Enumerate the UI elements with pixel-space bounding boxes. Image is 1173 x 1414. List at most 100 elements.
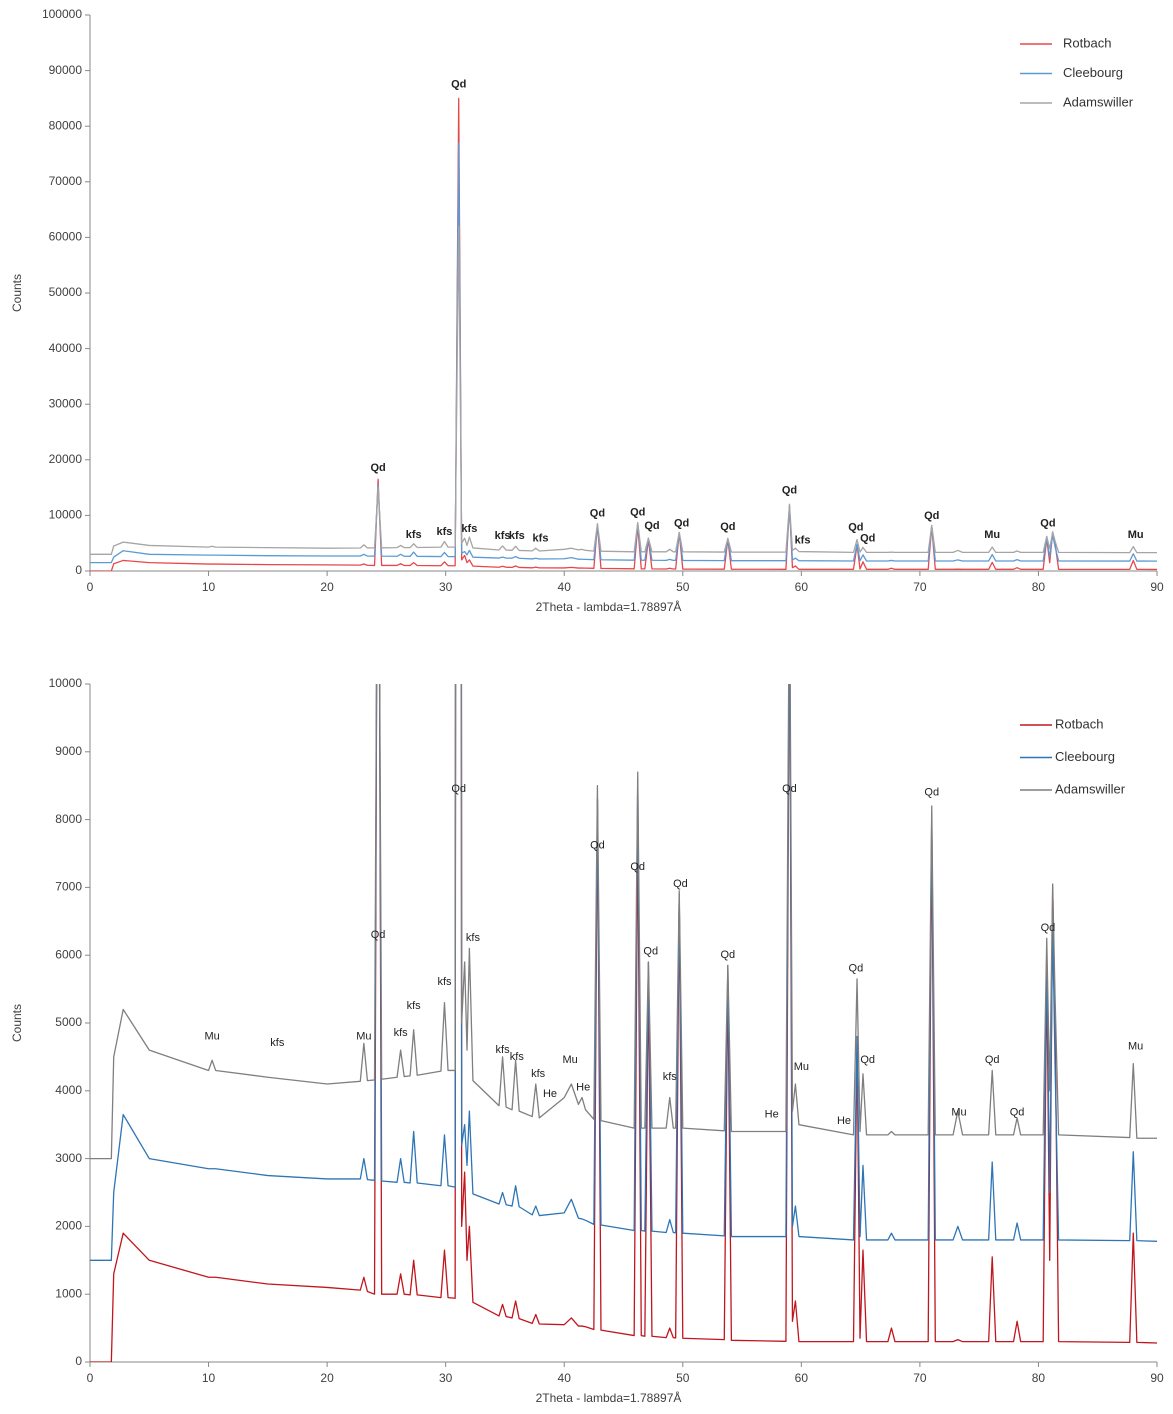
peak-label: kfs	[437, 526, 453, 538]
peak-label: Qd	[1041, 922, 1056, 934]
peak-label: Qd	[1040, 518, 1055, 530]
peak-label: Qd	[720, 949, 735, 961]
peak-label: Qd	[451, 783, 466, 795]
peak-label: Mu	[951, 1106, 966, 1118]
peak-label: He	[543, 1088, 557, 1100]
peak-label: kfs	[466, 932, 481, 944]
peak-label: Qd	[673, 878, 688, 890]
plot-area	[90, 97, 1157, 571]
peak-label: Qd	[985, 1054, 1000, 1066]
peak-label: Qd	[1010, 1106, 1025, 1118]
x-tick-label: 70	[913, 1371, 927, 1385]
y-tick-label: 20000	[49, 452, 83, 466]
x-tick-label: 30	[439, 1371, 453, 1385]
x-tick-label: 10	[202, 1371, 216, 1385]
peak-label: kfs	[270, 1037, 285, 1049]
peak-label: Qd	[848, 522, 863, 534]
peak-label: Qd	[849, 963, 864, 975]
y-tick-label: 70000	[49, 174, 83, 188]
peak-label: kfs	[461, 523, 477, 535]
series-line	[90, 684, 1157, 1160]
y-tick-label: 90000	[49, 63, 83, 77]
peak-label: Qd	[860, 1054, 875, 1066]
peak-label: Qd	[590, 508, 605, 520]
peak-label: kfs	[795, 534, 811, 546]
peak-label: kfs	[407, 1000, 422, 1012]
peak-label: Mu	[984, 529, 1000, 541]
peak-label: Qd	[644, 520, 659, 532]
peak-label: Qd	[924, 510, 939, 522]
peak-label: kfs	[406, 529, 422, 541]
x-tick-label: 70	[913, 580, 927, 594]
peak-label: kfs	[533, 533, 549, 545]
y-axis-label: Counts	[10, 274, 24, 312]
x-tick-label: 60	[795, 580, 809, 594]
peak-label: kfs	[531, 1068, 546, 1080]
peak-label: Qd	[370, 462, 385, 474]
series-line	[90, 142, 1157, 564]
y-tick-label: 80000	[49, 118, 83, 132]
series-line	[90, 684, 1157, 1261]
peak-label: Qd	[630, 507, 645, 519]
y-axis-label: Counts	[10, 1004, 24, 1042]
y-tick-label: 40000	[49, 341, 83, 355]
peak-label: Qd	[720, 521, 735, 533]
peak-label: Qd	[782, 484, 797, 496]
plot-area	[90, 684, 1157, 1362]
peak-label: Qd	[674, 518, 689, 530]
series-line	[90, 225, 1157, 555]
x-tick-label: 80	[1032, 1371, 1046, 1385]
peak-label: Mu	[794, 1061, 809, 1073]
series-line	[90, 684, 1157, 1362]
y-tick-label: 10000	[49, 676, 83, 690]
x-tick-label: 40	[558, 1371, 572, 1385]
peak-label: Qd	[590, 839, 605, 851]
peak-label: kfs	[663, 1071, 678, 1083]
x-tick-label: 80	[1032, 580, 1046, 594]
peak-label: Mu	[563, 1054, 578, 1066]
x-tick-label: 40	[558, 580, 572, 594]
x-tick-label: 20	[320, 580, 334, 594]
peak-label: Qd	[451, 78, 466, 90]
y-tick-label: 1000	[55, 1286, 82, 1300]
legend-label: Cleebourg	[1063, 65, 1123, 80]
peak-label: He	[576, 1081, 590, 1093]
peak-label: kfs	[496, 1044, 511, 1056]
y-tick-label: 0	[75, 563, 82, 577]
x-tick-label: 0	[87, 1371, 94, 1385]
legend-label: Adamswiller	[1063, 94, 1134, 109]
peak-label: kfs	[437, 976, 452, 988]
peak-label: Qd	[630, 861, 645, 873]
x-tick-label: 20	[320, 1371, 334, 1385]
peak-label: Mu	[1128, 529, 1144, 541]
y-tick-label: 30000	[49, 396, 83, 410]
y-tick-label: 60000	[49, 230, 83, 244]
x-tick-label: 50	[676, 1371, 690, 1385]
peak-label: kfs	[509, 530, 525, 542]
y-tick-label: 50000	[49, 285, 83, 299]
legend-label: Adamswiller	[1055, 781, 1126, 796]
y-tick-label: 6000	[55, 947, 82, 961]
x-tick-label: 90	[1150, 1371, 1164, 1385]
y-tick-label: 4000	[55, 1083, 82, 1097]
x-tick-label: 30	[439, 580, 453, 594]
peak-label: He	[837, 1115, 851, 1127]
peak-label: Qd	[371, 929, 386, 941]
peak-label: He	[765, 1108, 779, 1120]
peak-label: Qd	[643, 946, 658, 958]
peak-label: Qd	[924, 786, 939, 798]
legend-label: Rotbach	[1055, 716, 1103, 731]
x-axis-label: 2Theta - lambda=1.78897Å	[536, 1390, 682, 1405]
y-tick-label: 100000	[42, 7, 82, 21]
legend-label: Rotbach	[1063, 35, 1111, 50]
peak-label: Qd	[782, 783, 797, 795]
y-tick-label: 9000	[55, 744, 82, 758]
peak-label: Qd	[860, 533, 875, 545]
legend-label: Cleebourg	[1055, 749, 1115, 764]
y-tick-label: 5000	[55, 1015, 82, 1029]
y-tick-label: 10000	[49, 508, 83, 522]
x-axis-label: 2Theta - lambda=1.78897Å	[536, 599, 682, 614]
peak-label: kfs	[495, 530, 511, 542]
